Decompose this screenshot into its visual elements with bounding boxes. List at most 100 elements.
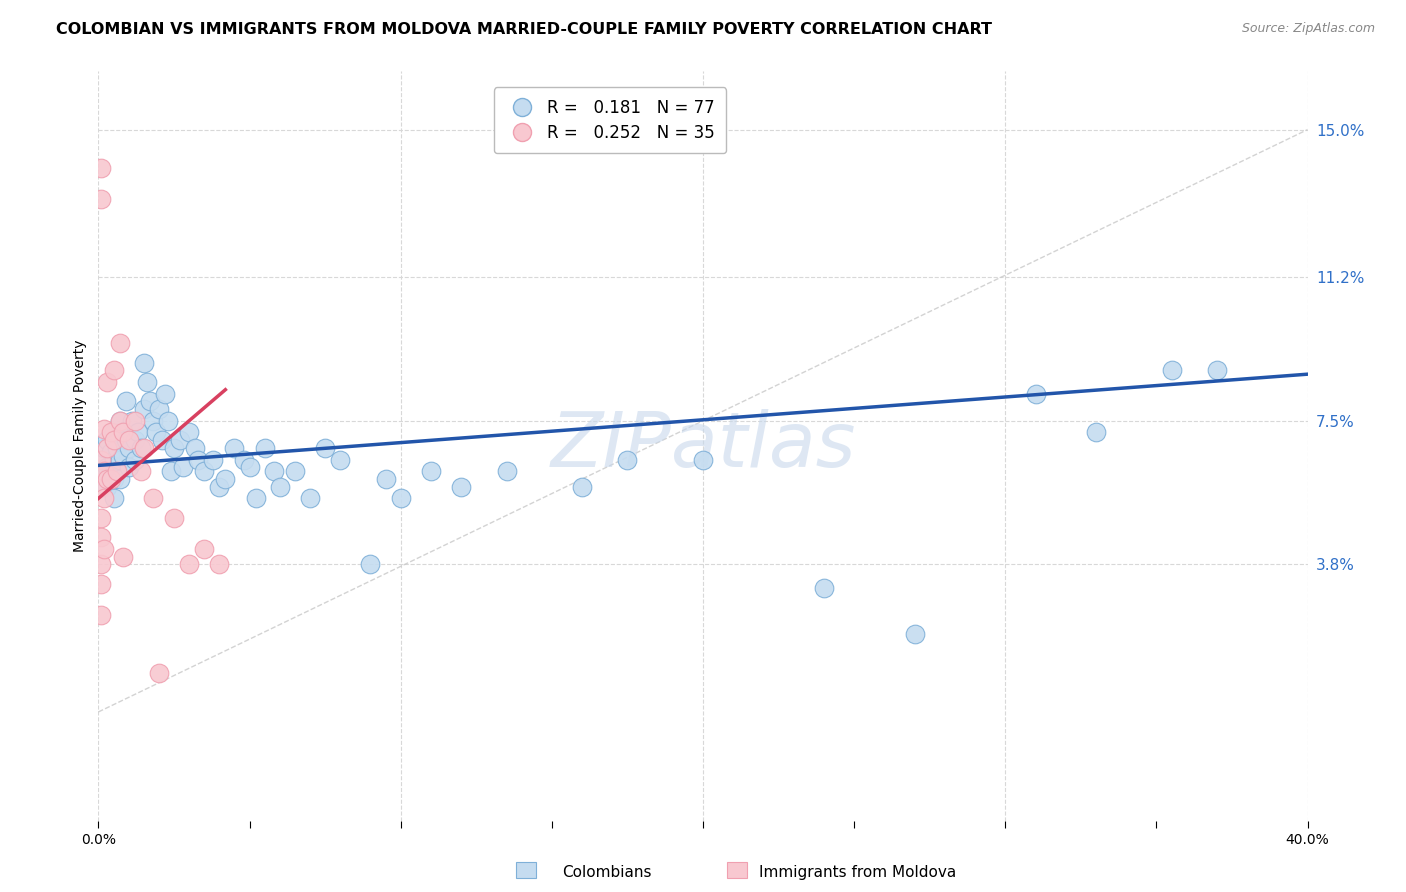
Point (111, 425, 134, 440)
Point (93, 480, 115, 494)
Point (374, 472, 396, 486)
Point (96, 433, 118, 447)
Point (103, 452, 125, 467)
Text: Colombians: Colombians (562, 865, 652, 880)
Point (420, 464, 443, 478)
Point (163, 441, 186, 455)
Point (121, 414, 143, 428)
Point (314, 441, 336, 455)
Point (214, 472, 236, 486)
Point (450, 480, 472, 494)
Point (132, 441, 155, 455)
Point (813, 581, 835, 595)
Point (103, 491, 125, 506)
Point (127, 425, 149, 440)
Point (1160, 363, 1182, 377)
Point (90, 161, 112, 176)
Point (142, 491, 165, 506)
Point (124, 452, 146, 467)
Text: Immigrants from Moldova: Immigrants from Moldova (759, 865, 956, 880)
Point (96, 460, 118, 475)
Text: COLOMBIAN VS IMMIGRANTS FROM MOLDOVA MARRIED-COUPLE FAMILY POVERTY CORRELATION C: COLOMBIAN VS IMMIGRANTS FROM MOLDOVA MAR… (56, 22, 993, 37)
Point (100, 445, 122, 459)
Point (329, 452, 352, 467)
Point (202, 452, 225, 467)
Point (208, 480, 231, 494)
Point (96, 480, 118, 494)
Point (139, 394, 162, 409)
Point (148, 666, 170, 681)
Point (156, 414, 179, 428)
Point (129, 464, 152, 478)
Point (148, 402, 170, 417)
Point (111, 425, 134, 440)
Point (90, 452, 112, 467)
Point (160, 464, 183, 478)
Point (90, 480, 112, 494)
Point (118, 433, 141, 447)
Point (193, 541, 215, 556)
Y-axis label: Married-Couple Family Poverty: Married-Couple Family Poverty (73, 340, 87, 552)
Point (1206, 363, 1229, 377)
Point (132, 402, 155, 417)
Point (90, 511, 112, 525)
Legend: R =   0.181   N = 77, R =   0.252   N = 35: R = 0.181 N = 77, R = 0.252 N = 35 (494, 87, 727, 153)
Point (239, 460, 262, 475)
Point (163, 511, 186, 525)
Point (96, 375, 118, 389)
Point (184, 441, 207, 455)
Point (245, 491, 267, 506)
Point (129, 441, 152, 455)
Point (904, 627, 927, 641)
Point (299, 491, 322, 506)
Point (93, 491, 115, 506)
Point (103, 363, 125, 377)
Point (360, 558, 382, 572)
Point (124, 414, 146, 428)
Point (232, 452, 254, 467)
Point (153, 386, 176, 401)
Point (118, 460, 141, 475)
Point (111, 449, 134, 463)
Point (208, 558, 231, 572)
Point (90, 530, 112, 544)
Point (179, 558, 201, 572)
Point (263, 464, 285, 478)
Point (495, 464, 517, 478)
Point (1085, 425, 1108, 440)
Point (142, 414, 165, 428)
Point (1024, 386, 1046, 401)
Point (103, 433, 125, 447)
Point (616, 452, 638, 467)
Point (389, 491, 412, 506)
Bar (727, 862, 747, 878)
Point (96, 472, 118, 486)
Point (135, 375, 157, 389)
Point (108, 452, 131, 467)
Point (90, 472, 112, 486)
Point (105, 460, 128, 475)
Point (108, 336, 131, 351)
Point (193, 464, 215, 478)
Point (100, 425, 122, 440)
Text: ZIPatlas: ZIPatlas (550, 409, 856, 483)
Bar (516, 862, 536, 878)
Point (172, 460, 194, 475)
Point (179, 425, 201, 440)
Point (169, 433, 191, 447)
Point (90, 577, 112, 591)
Point (111, 549, 134, 564)
Point (284, 464, 307, 478)
Point (253, 441, 276, 455)
Point (118, 441, 141, 455)
Point (93, 441, 115, 455)
Point (571, 480, 593, 494)
Point (90, 607, 112, 622)
Point (114, 394, 136, 409)
Text: Source: ZipAtlas.com: Source: ZipAtlas.com (1241, 22, 1375, 36)
Point (90, 558, 112, 572)
Point (103, 425, 125, 440)
Point (100, 472, 122, 486)
Point (132, 355, 155, 369)
Point (105, 464, 128, 478)
